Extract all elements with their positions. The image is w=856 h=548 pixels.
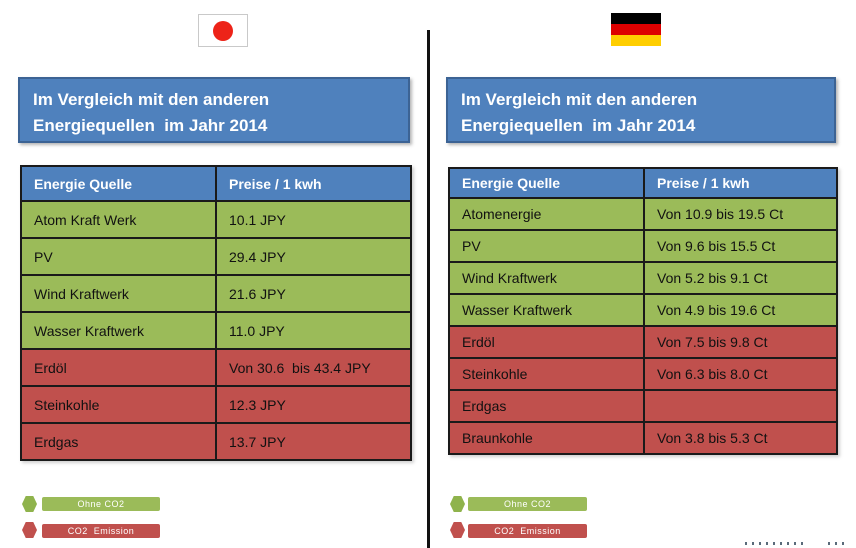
clipped-text-fragment [828, 542, 846, 545]
price-cell: 11.0 JPY [215, 311, 412, 350]
vertical-divider [427, 30, 430, 548]
price-cell: 10.1 JPY [215, 200, 412, 239]
table-row: PV 29.4 JPY [20, 237, 412, 276]
price-cell: Von 7.5 bis 9.8 Ct [643, 325, 838, 359]
title-line: Im Vergleich mit den anderen [461, 90, 698, 109]
legend-co2-emission: CO2 Emission [468, 524, 587, 538]
energy-source-cell: Wind Kraftwerk [448, 261, 645, 295]
energy-source-cell: Atom Kraft Werk [20, 200, 217, 239]
header-energy-source: Energie Quelle [448, 167, 645, 199]
energy-source-cell: Erdgas [20, 422, 217, 461]
price-cell [643, 389, 838, 423]
hexagon-red-icon [450, 522, 465, 538]
table-header-row: Energie Quelle Preise / 1 kwh [20, 165, 412, 202]
table-row: Erdgas [448, 389, 838, 423]
price-cell: Von 30.6 bis 43.4 JPY [215, 348, 412, 387]
price-cell: Von 5.2 bis 9.1 Ct [643, 261, 838, 295]
title-line: Energiequellen im Jahr 2014 [461, 115, 696, 135]
energy-source-cell: Wind Kraftwerk [20, 274, 217, 313]
price-cell: Von 4.9 bis 19.6 Ct [643, 293, 838, 327]
legend-ohne-co2: Ohne CO2 [468, 497, 587, 511]
table-row: Braunkohle Von 3.8 bis 5.3 Ct [448, 421, 838, 455]
table-row: Wind Kraftwerk 21.6 JPY [20, 274, 412, 313]
energy-source-cell: Erdöl [448, 325, 645, 359]
table-header-row: Energie Quelle Preise / 1 kwh [448, 167, 838, 199]
table-row: Wind Kraftwerk Von 5.2 bis 9.1 Ct [448, 261, 838, 295]
price-cell: Von 9.6 bis 15.5 Ct [643, 229, 838, 263]
title-box-japan: Im Vergleich mit den anderen Energiequel… [18, 77, 410, 143]
germany-flag-icon [611, 13, 661, 46]
table-row: PV Von 9.6 bis 15.5 Ct [448, 229, 838, 263]
price-cell: Von 10.9 bis 19.5 Ct [643, 197, 838, 231]
legend-co2-emission: CO2 Emission [42, 524, 160, 538]
japan-flag-icon [198, 14, 248, 47]
header-energy-source: Energie Quelle [20, 165, 217, 202]
table-row: Atom Kraft Werk 10.1 JPY [20, 200, 412, 239]
energy-source-cell: PV [20, 237, 217, 276]
clipped-text-fragment [745, 542, 803, 545]
hexagon-green-icon [22, 496, 37, 512]
price-cell: 13.7 JPY [215, 422, 412, 461]
japan-flag-sun-icon [213, 20, 233, 41]
legend-ohne-co2: Ohne CO2 [42, 497, 160, 511]
table-row: Wasser Kraftwerk 11.0 JPY [20, 311, 412, 350]
table-row: Erdgas 13.7 JPY [20, 422, 412, 461]
table-row: Wasser Kraftwerk Von 4.9 bis 19.6 Ct [448, 293, 838, 327]
energy-source-cell: Wasser Kraftwerk [448, 293, 645, 327]
header-price: Preise / 1 kwh [215, 165, 412, 202]
table-row: Erdöl Von 7.5 bis 9.8 Ct [448, 325, 838, 359]
energy-source-cell: Braunkohle [448, 421, 645, 455]
price-table-germany: Energie Quelle Preise / 1 kwh Atomenergi… [448, 167, 838, 455]
table-row: Atomenergie Von 10.9 bis 19.5 Ct [448, 197, 838, 231]
table-row: Steinkohle Von 6.3 bis 8.0 Ct [448, 357, 838, 391]
energy-source-cell: Steinkohle [448, 357, 645, 391]
price-cell: 29.4 JPY [215, 237, 412, 276]
price-cell: 12.3 JPY [215, 385, 412, 424]
energy-source-cell: PV [448, 229, 645, 263]
energy-source-cell: Atomenergie [448, 197, 645, 231]
title-box-germany: Im Vergleich mit den anderen Energiequel… [446, 77, 836, 143]
energy-source-cell: Wasser Kraftwerk [20, 311, 217, 350]
table-row: Erdöl Von 30.6 bis 43.4 JPY [20, 348, 412, 387]
hexagon-red-icon [22, 522, 37, 538]
title-line: Energiequellen im Jahr 2014 [33, 115, 268, 135]
hexagon-green-icon [450, 496, 465, 512]
energy-source-cell: Erdgas [448, 389, 645, 423]
energy-source-cell: Steinkohle [20, 385, 217, 424]
price-cell: 21.6 JPY [215, 274, 412, 313]
header-price: Preise / 1 kwh [643, 167, 838, 199]
title-line: Im Vergleich mit den anderen [33, 90, 270, 109]
price-cell: Von 3.8 bis 5.3 Ct [643, 421, 838, 455]
price-table-japan: Energie Quelle Preise / 1 kwh Atom Kraft… [20, 165, 412, 461]
price-cell: Von 6.3 bis 8.0 Ct [643, 357, 838, 391]
table-row: Steinkohle 12.3 JPY [20, 385, 412, 424]
energy-source-cell: Erdöl [20, 348, 217, 387]
